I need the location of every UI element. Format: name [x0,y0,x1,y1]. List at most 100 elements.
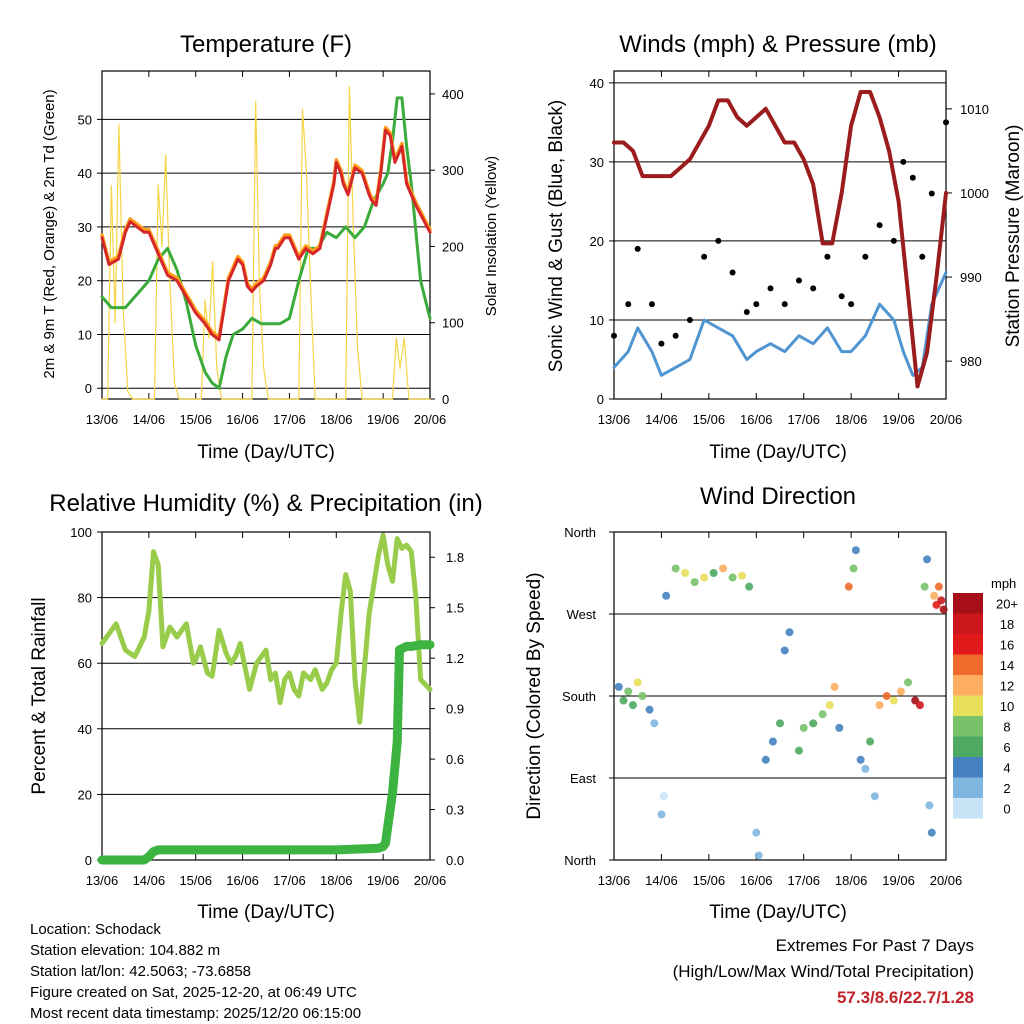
speed-legend-label: 18 [1000,617,1014,632]
direction-point [844,582,853,591]
humidity-ytick-label: 60 [78,656,92,671]
temperature-ytick-label: 20 [78,274,92,289]
humidity-plot-frame [101,531,431,861]
wind-direction-panel: Wind Direction Time (Day/UTC) Direction … [524,483,1018,923]
gust-point [795,277,802,284]
speed-legend-swatch [953,654,983,675]
wind-ytick-label: 0 [597,392,604,407]
speed-legend-title: mph [991,576,1016,591]
pressure-ytick-label: 1000 [960,186,989,201]
humidity-xtick-label: 14/06 [133,873,166,888]
gust-point [909,174,916,181]
speed-legend-swatch [953,634,983,655]
temperature-xtick-label: 13/06 [86,412,119,427]
temperature-title: Temperature (F) [180,31,352,58]
direction-point [738,571,747,580]
extremes-box: Extremes For Past 7 Days (High/Low/Max W… [673,933,974,1011]
temperature-ytick-label: 30 [78,220,92,235]
dewpoint-line [100,96,432,390]
solar-ytick-label: 400 [442,87,464,102]
direction-point [923,555,932,564]
humidity-xtick-label: 17/06 [273,873,306,888]
solar-ytick-label: 0 [442,392,449,407]
wind-ytick-label: 40 [590,76,604,91]
temperature-ytick-label: 0 [85,381,92,396]
temperature-xtick-label: 17/06 [273,412,306,427]
station-latlon: Station lat/lon: 42.5063; -73.6858 [30,963,252,980]
direction-point [614,682,623,691]
gust-point [672,332,679,339]
direction-point [700,573,709,582]
sonic-wind-line [612,271,948,377]
gust-point [743,309,750,316]
direction-point [657,810,666,819]
direction-point [662,591,671,600]
direction-point [761,755,770,764]
gust-point [753,301,760,308]
gust-point [862,253,869,260]
rainfall-line [97,640,435,865]
direction-point [794,746,803,755]
direction-point [690,578,699,587]
rain-ytick-label: 0.0 [446,853,464,868]
temp-9m-line [100,125,432,339]
temperature-xtick-label: 15/06 [179,412,212,427]
wind-ytick-label: 20 [590,234,604,249]
humidity-xtick-label: 19/06 [367,873,400,888]
wind-xtick-label: 17/06 [787,412,820,427]
gust-point [943,119,949,126]
direction-point [915,701,924,710]
speed-legend-swatch [953,757,983,778]
humidity-title: Relative Humidity (%) & Precipitation (i… [49,490,482,517]
speed-legend-label: 2 [1003,781,1010,796]
wind-pressure-panel: Winds (mph) & Pressure (mb) Time (Day/UT… [546,31,1024,463]
gust-point [701,253,708,260]
extremes-subheading: (High/Low/Max Wind/Total Precipitation) [672,962,974,981]
temperature-xtick-label: 14/06 [133,412,166,427]
direction-point [633,678,642,687]
direction-title: Wind Direction [700,483,856,510]
direction-point [752,828,761,837]
speed-legend-swatch [953,716,983,737]
humidity-xtick-label: 20/06 [414,873,447,888]
gust-point [810,285,817,292]
solar-ytick-label: 100 [442,316,464,331]
speed-legend-label: 4 [1003,760,1010,775]
direction-point [904,678,913,687]
temperature-xtick-label: 19/06 [367,412,400,427]
direction-point [650,719,659,728]
direction-point [719,564,728,573]
direction-point [920,582,929,591]
gust-point [648,301,655,308]
direction-point [799,723,808,732]
direction-ytick-label: North [564,853,596,868]
speed-legend-swatch [953,777,983,798]
temp-2m-line [100,128,432,342]
speed-legend-swatch [953,798,983,819]
pressure-line [612,90,948,389]
pressure-ytick-label: 990 [960,270,982,285]
direction-point [825,701,834,710]
speed-legend-swatch [953,675,983,696]
direction-xtick-label: 17/06 [787,873,820,888]
direction-point [645,705,654,714]
direction-point [889,696,898,705]
direction-ytick-label: West [567,607,597,622]
direction-point [745,582,754,591]
wind-title: Winds (mph) & Pressure (mb) [619,31,936,58]
rain-ytick-label: 1.8 [446,550,464,565]
direction-xtick-label: 15/06 [693,873,726,888]
wind-xtick-label: 18/06 [835,412,868,427]
direction-point [728,573,737,582]
humidity-line [99,532,433,725]
humidity-xtick-label: 15/06 [179,873,212,888]
direction-point [809,719,818,728]
direction-point [939,605,948,614]
gust-point [715,237,722,244]
direction-point [628,701,637,710]
speed-legend-swatch [953,613,983,634]
wind-xtick-label: 16/06 [740,412,773,427]
speed-legend-swatch [953,736,983,757]
speed-legend-label: 14 [1000,658,1014,673]
